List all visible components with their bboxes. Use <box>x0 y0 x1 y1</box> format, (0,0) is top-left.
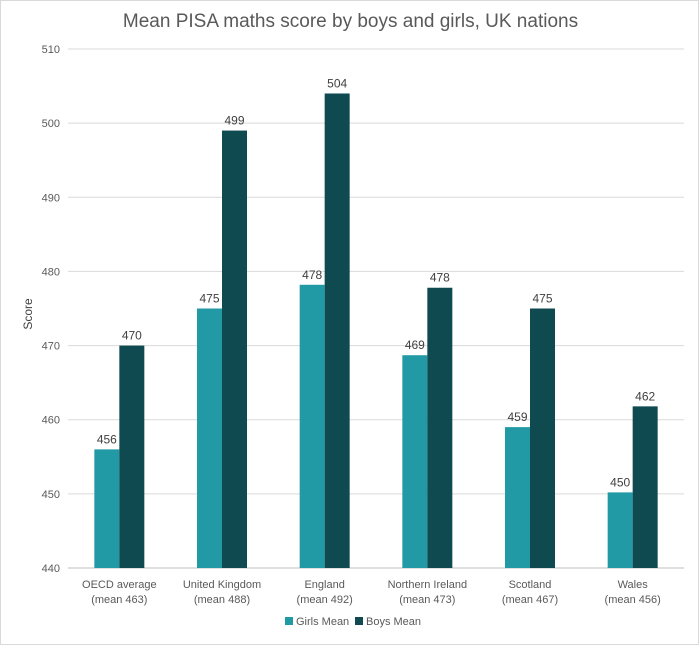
data-label: 459 <box>507 410 527 424</box>
y-tick-labels: 440 450 460 470 480 490 500 510 <box>42 44 60 575</box>
bar-boys <box>427 287 453 568</box>
x-tick-label: (mean 488) <box>194 594 250 606</box>
data-label: 499 <box>224 114 244 128</box>
data-labels: 456 470 475 499 478 504 469 478 459 475 450 462 <box>97 76 656 489</box>
legend-swatch <box>285 617 293 625</box>
y-tick-label: 470 <box>42 341 60 353</box>
data-label: 478 <box>302 268 322 282</box>
x-tick-label: United Kingdom <box>183 579 261 591</box>
bar-girls <box>197 308 222 568</box>
bar-girls <box>505 427 530 568</box>
data-label: 450 <box>610 475 630 489</box>
x-tick-label: Northern Ireland <box>388 579 468 591</box>
x-tick-label: (mean 467) <box>502 594 558 606</box>
chart-title: Mean PISA maths score by boys and girls,… <box>123 11 578 32</box>
y-tick-label: 490 <box>42 192 60 204</box>
data-label: 462 <box>635 389 655 403</box>
y-tick-label: 480 <box>42 266 60 278</box>
data-label: 456 <box>97 432 117 446</box>
data-label: 478 <box>430 271 450 285</box>
x-tick-label: (mean 473) <box>399 594 455 606</box>
x-tick-label: England <box>304 579 344 591</box>
gridlines <box>68 48 684 569</box>
bar-boys <box>632 406 658 568</box>
bar-girls <box>94 449 120 568</box>
bar-girls <box>607 492 633 568</box>
x-tick-label: (mean 463) <box>91 594 147 606</box>
legend-swatch <box>355 617 363 625</box>
x-tick-label: (mean 456) <box>605 594 661 606</box>
y-axis-label: Score <box>21 298 35 330</box>
bar-girls <box>299 284 325 568</box>
data-label: 470 <box>122 329 142 343</box>
bar-boys <box>119 345 145 568</box>
x-tick-label: OECD average <box>82 579 157 591</box>
bar-boys <box>222 130 247 569</box>
x-tick-label: Wales <box>618 579 649 591</box>
bar-girls <box>402 355 428 568</box>
y-tick-label: 510 <box>42 44 60 56</box>
data-label: 504 <box>327 76 347 90</box>
y-tick-label: 500 <box>42 118 60 130</box>
legend: Girls Mean Boys Mean <box>285 616 421 628</box>
y-tick-label: 440 <box>42 563 60 575</box>
x-tick-label: (mean 492) <box>297 594 353 606</box>
bar-boys <box>530 308 555 568</box>
x-tick-label: Scotland <box>509 579 552 591</box>
bar-boys <box>324 93 350 568</box>
y-tick-label: 450 <box>42 489 60 501</box>
bars <box>94 93 658 569</box>
x-tick-labels: OECD average (mean 463) United Kingdom (mea… <box>82 579 661 606</box>
data-label: 469 <box>405 338 425 352</box>
data-label: 475 <box>199 292 219 306</box>
legend-entry: Girls Mean <box>296 616 349 628</box>
data-label: 475 <box>532 292 552 306</box>
y-tick-label: 460 <box>42 415 60 427</box>
legend-entry: Boys Mean <box>366 616 421 628</box>
